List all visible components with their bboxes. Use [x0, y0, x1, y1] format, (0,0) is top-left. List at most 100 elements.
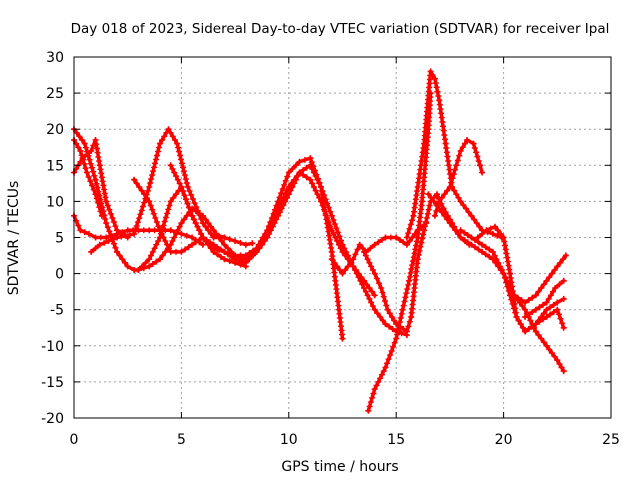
marker [284, 187, 290, 194]
data-point [146, 256, 153, 263]
marker [367, 245, 374, 252]
series-sat-e [71, 137, 105, 219]
data-point [431, 212, 438, 219]
data-point [483, 227, 490, 234]
marker [397, 315, 404, 321]
marker [501, 274, 508, 281]
marker [177, 152, 183, 159]
marker [519, 303, 526, 310]
y-tick-label: 10 [46, 194, 64, 210]
marker [369, 267, 376, 273]
marker [366, 259, 373, 266]
marker [355, 270, 362, 277]
data-point [474, 234, 481, 241]
marker [330, 230, 337, 237]
data-point [318, 198, 324, 205]
data-point [457, 227, 464, 234]
marker [344, 263, 351, 270]
marker [149, 248, 156, 255]
data-point [399, 306, 406, 313]
series-sat-n [431, 137, 486, 219]
marker [395, 327, 401, 334]
marker [335, 241, 342, 248]
data-point [178, 230, 185, 237]
data-point [543, 299, 550, 306]
marker [104, 224, 111, 231]
data-point [135, 227, 142, 234]
marker [525, 326, 532, 332]
marker [202, 223, 209, 230]
marker [162, 214, 169, 221]
marker [87, 160, 94, 167]
data-point [174, 140, 181, 147]
marker [377, 313, 384, 320]
marker [366, 403, 373, 410]
data-point [464, 137, 471, 143]
marker [380, 293, 387, 300]
marker [495, 259, 502, 266]
marker [143, 194, 150, 201]
data-point [468, 212, 475, 219]
series-sat-s [522, 277, 567, 320]
marker [459, 144, 466, 151]
marker [342, 252, 349, 259]
marker [400, 326, 407, 332]
marker [321, 206, 328, 213]
marker [148, 176, 155, 183]
data-point [468, 234, 475, 241]
marker [86, 156, 93, 163]
data-point [131, 176, 138, 183]
marker [440, 123, 446, 130]
marker [369, 288, 375, 295]
marker [334, 238, 341, 245]
data-point [543, 313, 550, 320]
marker [152, 214, 159, 221]
marker [180, 168, 187, 175]
data-point [479, 169, 486, 176]
marker [172, 137, 178, 143]
marker [396, 236, 403, 243]
marker [278, 190, 285, 197]
marker [174, 227, 181, 234]
marker [311, 167, 318, 174]
marker [366, 285, 373, 291]
marker [181, 172, 188, 179]
marker [423, 214, 430, 221]
series-sat-k [361, 191, 473, 335]
data-point [393, 234, 400, 241]
marker [149, 206, 156, 213]
marker [119, 256, 126, 263]
marker [75, 144, 82, 151]
marker [398, 310, 405, 317]
marker [196, 236, 203, 243]
marker [337, 245, 344, 252]
marker [186, 204, 193, 211]
data-point [221, 241, 228, 248]
marker [250, 247, 256, 254]
marker [110, 240, 117, 247]
marker [406, 318, 413, 325]
y-tick-label: -5 [50, 303, 64, 319]
marker [189, 196, 196, 202]
marker [369, 303, 376, 310]
marker [83, 151, 90, 158]
marker [315, 175, 321, 182]
marker [119, 229, 126, 236]
marker [158, 230, 165, 237]
marker [368, 263, 375, 270]
marker [140, 265, 147, 272]
data-point [96, 241, 103, 248]
marker [173, 248, 179, 255]
data-point [178, 248, 185, 255]
series-sat-c [71, 137, 131, 241]
marker [408, 266, 415, 272]
marker [396, 323, 402, 330]
data-point [328, 212, 335, 219]
marker [97, 208, 104, 215]
marker [148, 252, 154, 259]
marker [425, 206, 432, 213]
data-point [382, 234, 389, 241]
marker [416, 247, 423, 254]
marker [375, 239, 382, 246]
